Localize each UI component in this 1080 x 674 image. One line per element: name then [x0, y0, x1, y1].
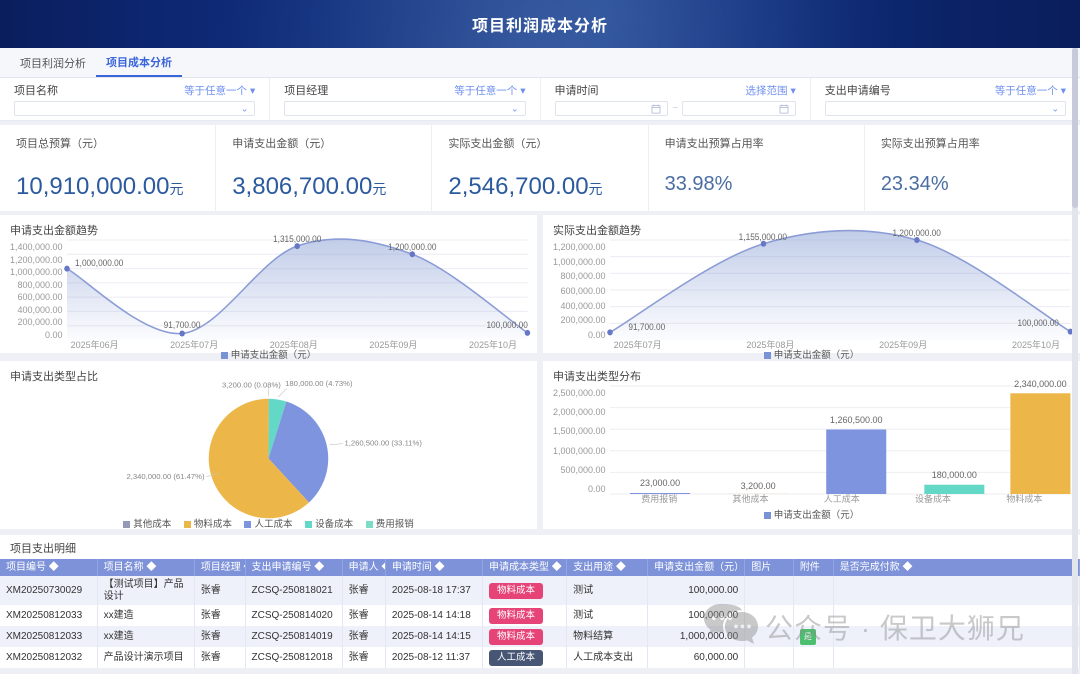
svg-text:180,000.00 (4.73%): 180,000.00 (4.73%) [285, 379, 353, 388]
svg-text:180,000.00: 180,000.00 [931, 470, 976, 480]
svg-text:1,200,000.00: 1,200,000.00 [388, 242, 437, 252]
svg-text:1,260,500.00: 1,260,500.00 [830, 415, 883, 425]
svg-text:1,315,000.00: 1,315,000.00 [273, 234, 322, 244]
svg-text:3,200.00: 3,200.00 [740, 481, 775, 491]
svg-text:91,700.00: 91,700.00 [163, 320, 200, 330]
svg-text:1,200,000.00: 1,200,000.00 [892, 228, 941, 238]
svg-text:1,155,000.00: 1,155,000.00 [738, 232, 787, 242]
svg-text:100,000.00: 100,000.00 [486, 320, 528, 330]
svg-text:3,200.00 (0.08%): 3,200.00 (0.08%) [222, 381, 281, 390]
svg-text:2,340,000.00 (61.47%): 2,340,000.00 (61.47%) [126, 472, 205, 481]
svg-text:1,000,000.00: 1,000,000.00 [75, 258, 124, 268]
svg-text:1,260,500.00 (33.11%): 1,260,500.00 (33.11%) [344, 439, 422, 448]
svg-text:91,700.00: 91,700.00 [628, 322, 665, 332]
svg-text:23,000.00: 23,000.00 [640, 478, 680, 488]
svg-text:100,000.00: 100,000.00 [1017, 318, 1059, 328]
svg-text:2,340,000.00: 2,340,000.00 [1014, 379, 1067, 389]
